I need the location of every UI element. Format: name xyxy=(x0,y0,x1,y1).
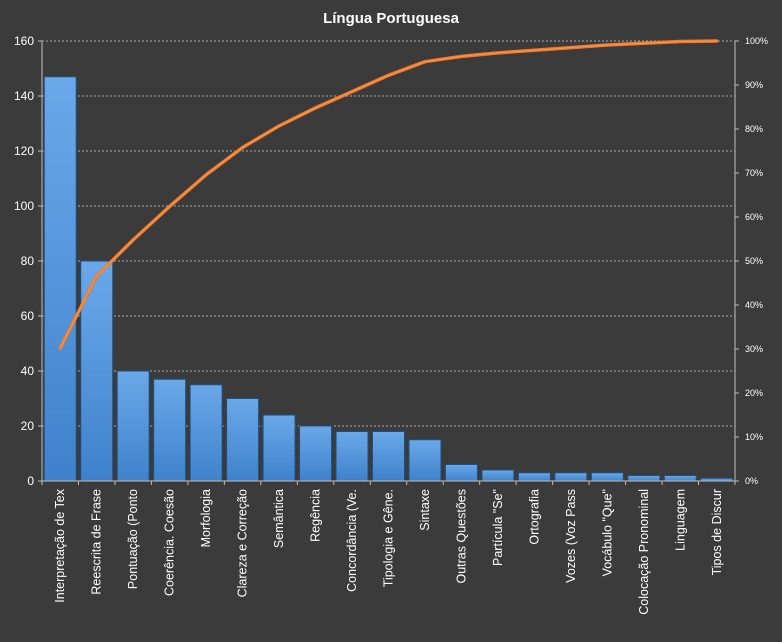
y2-tick-label: 40% xyxy=(745,300,763,310)
category-label: Ortografia xyxy=(527,489,541,545)
category-label: Colocação Pronominal xyxy=(637,489,651,615)
category-label: Concordância (Ve. xyxy=(345,489,359,592)
category-label: Reescrita de Frase xyxy=(90,489,104,595)
category-label: Semântica xyxy=(272,489,286,548)
y2-tick-label: 30% xyxy=(745,344,763,354)
category-label: Sintaxe xyxy=(418,489,432,531)
bar xyxy=(481,469,515,482)
bar xyxy=(627,475,661,482)
bar xyxy=(663,475,697,482)
bar xyxy=(226,398,260,482)
bar xyxy=(517,472,551,482)
y2-tick-label: 100% xyxy=(745,36,768,46)
y-tick-label: 40 xyxy=(21,364,35,378)
y2-tick-label: 80% xyxy=(745,124,763,134)
y2-tick-label: 0% xyxy=(745,476,758,486)
bar xyxy=(372,431,405,482)
category-label: Outras Questões xyxy=(454,489,468,583)
category-label: Vozes (Voz Pass xyxy=(564,489,578,583)
category-label: Regência xyxy=(309,489,323,542)
y2-tick-label: 60% xyxy=(745,212,763,222)
category-label: Morfologia xyxy=(199,489,213,547)
bar xyxy=(189,384,223,482)
y-tick-label: 120 xyxy=(14,144,34,158)
left-axis-ticks: 0 20 40 60 80 100 120 140 160 xyxy=(14,34,34,488)
bars xyxy=(43,76,734,482)
category-label: Linguagem xyxy=(673,489,687,551)
axes xyxy=(38,40,739,485)
bar xyxy=(408,439,442,482)
category-labels: Interpretação de Tex Reescrita de Frase Po… xyxy=(53,488,724,615)
y-tick-label: 100 xyxy=(14,199,34,213)
bar xyxy=(262,414,296,482)
bar xyxy=(299,425,333,482)
right-axis-ticks: 0% 10% 20% 30% 40% 50% 60% 70% 80% 90% 100% xyxy=(745,36,768,486)
cumulative-line xyxy=(58,39,719,350)
category-label: Tipologia e Gêne. xyxy=(382,489,396,587)
y-tick-label: 80 xyxy=(21,254,35,268)
category-label: Coerência. Coesão xyxy=(163,489,177,596)
category-label: Partícula "Se" xyxy=(491,489,505,566)
bar xyxy=(153,378,187,482)
y-tick-label: 60 xyxy=(21,309,35,323)
bar xyxy=(43,76,77,482)
cumulative-line-series xyxy=(58,39,719,350)
gridlines xyxy=(42,40,735,427)
bar xyxy=(444,464,478,482)
bar xyxy=(116,370,150,482)
y2-tick-label: 20% xyxy=(745,388,763,398)
cumulative-line-highlight xyxy=(59,40,718,349)
bar xyxy=(335,431,369,482)
y2-tick-label: 10% xyxy=(745,432,763,442)
category-label: Vocábulo "Que" xyxy=(600,489,614,576)
category-label: Tipos de Discur xyxy=(710,489,724,575)
y-tick-label: 160 xyxy=(14,34,34,48)
y2-tick-label: 70% xyxy=(745,168,763,178)
y2-tick-label: 50% xyxy=(745,256,763,266)
category-label: Clareza e Correção xyxy=(236,489,250,597)
bar xyxy=(590,472,624,482)
category-label: Pontuação (Ponto xyxy=(126,489,140,589)
y-tick-label: 20 xyxy=(21,419,35,433)
bar xyxy=(554,472,588,482)
category-label: Interpretação de Tex xyxy=(53,488,67,602)
y-tick-label: 0 xyxy=(27,474,34,488)
y2-tick-label: 90% xyxy=(745,80,763,90)
bar xyxy=(80,260,114,482)
chart-title: Língua Portuguesa xyxy=(323,10,460,27)
y-tick-label: 140 xyxy=(14,89,34,103)
